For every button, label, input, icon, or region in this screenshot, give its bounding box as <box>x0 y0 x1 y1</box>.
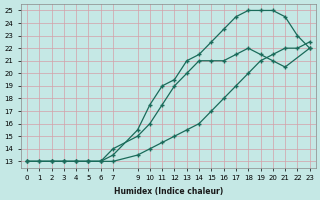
X-axis label: Humidex (Indice chaleur): Humidex (Indice chaleur) <box>114 187 223 196</box>
